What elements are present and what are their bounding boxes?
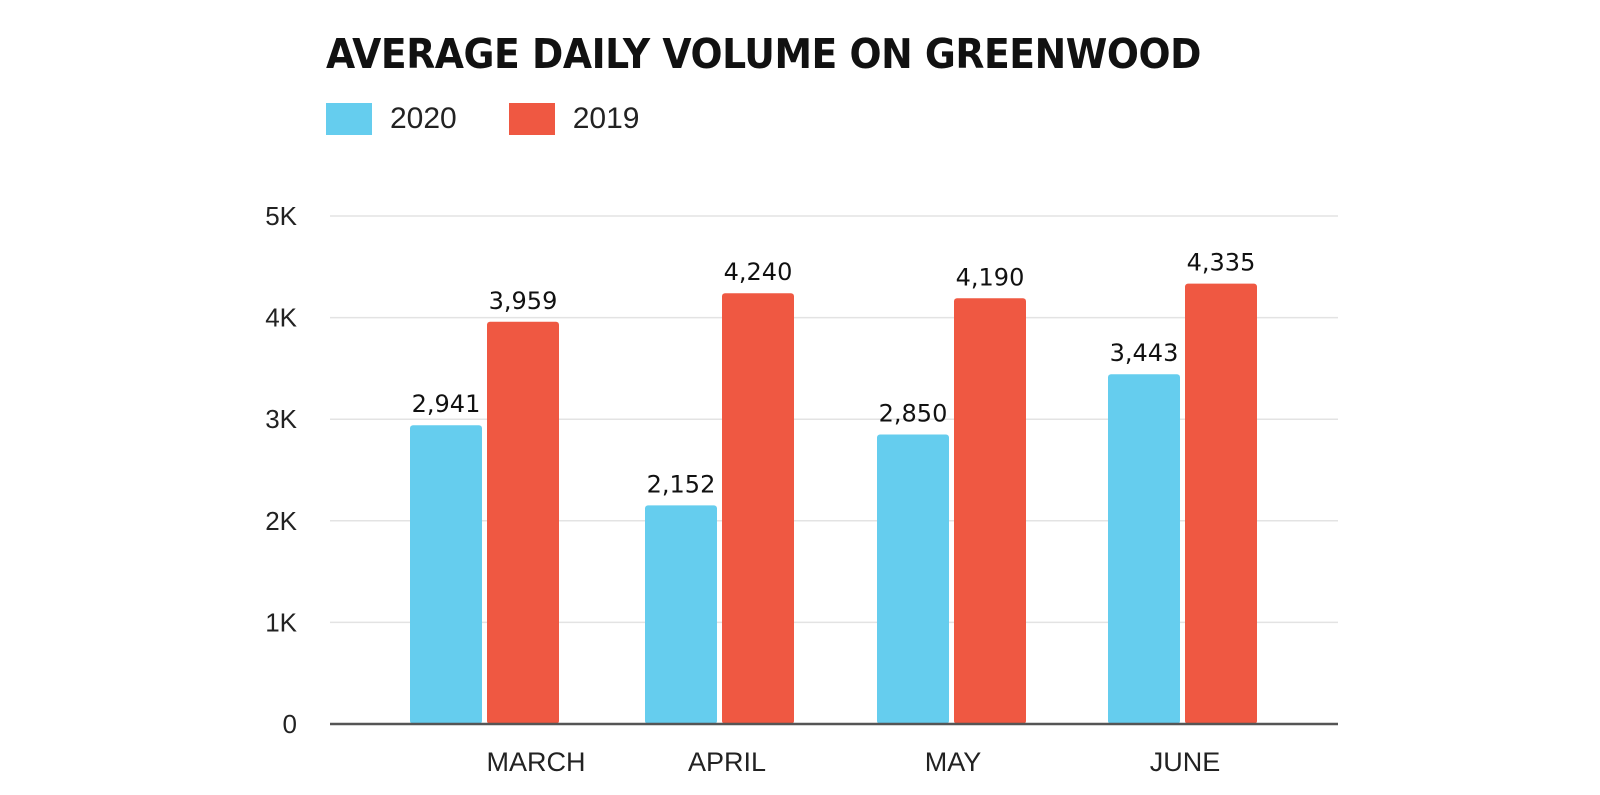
y-tick-label-0: 0 [283, 709, 297, 739]
value-label-june-2019: 4,335 [1187, 249, 1256, 277]
bar-may-2020 [877, 434, 949, 724]
y-tick-label-3K: 3K [265, 404, 297, 434]
chart-title: AVERAGE DAILY VOLUME ON GREENWOOD [326, 30, 1201, 78]
y-tick-label-2K: 2K [265, 506, 297, 536]
x-category-label-april: APRIL [688, 747, 766, 777]
y-axis-tick-labels: 0 1K 2K 3K 4K 5K [265, 201, 297, 739]
value-label-march-2019: 3,959 [489, 287, 558, 315]
y-tick-label-1K: 1K [265, 607, 297, 637]
bar-may-2019 [954, 298, 1026, 724]
value-label-may-2020: 2,850 [879, 399, 948, 427]
x-category-label-june: JUNE [1150, 747, 1221, 777]
legend-item-2019: 2019 [508, 102, 640, 136]
legend-item-2020: 2020 [326, 102, 457, 136]
x-category-label-march: MARCH [487, 747, 586, 777]
bar-march-2019 [487, 321, 559, 724]
bar-june-2019 [1185, 283, 1257, 724]
value-labels: 2,941 3,959 2,152 4,240 2,850 4,190 3,443 4,335 [412, 249, 1256, 499]
y-tick-label-5K: 5K [265, 201, 297, 231]
value-label-april-2019: 4,240 [724, 258, 793, 286]
bar-march-2020 [410, 425, 482, 724]
value-label-april-2020: 2,152 [647, 470, 716, 498]
legend-label-2020: 2020 [390, 102, 457, 135]
value-label-june-2020: 3,443 [1110, 339, 1179, 367]
legend-swatch-2019 [508, 103, 555, 135]
value-label-march-2020: 2,941 [412, 390, 481, 418]
legend-label-2019: 2019 [572, 102, 640, 135]
y-tick-label-4K: 4K [265, 303, 297, 333]
bar-june-2020 [1108, 374, 1180, 724]
x-axis-category-labels: MARCH APRIL MAY JUNE [487, 747, 1221, 777]
legend: 2020 2019 [326, 102, 692, 136]
bar-april-2020 [645, 505, 717, 724]
bar-april-2019 [722, 293, 794, 724]
legend-swatch-2020 [326, 103, 372, 135]
x-category-label-may: MAY [925, 747, 982, 777]
bars [410, 283, 1257, 724]
value-label-may-2019: 4,190 [956, 263, 1025, 291]
